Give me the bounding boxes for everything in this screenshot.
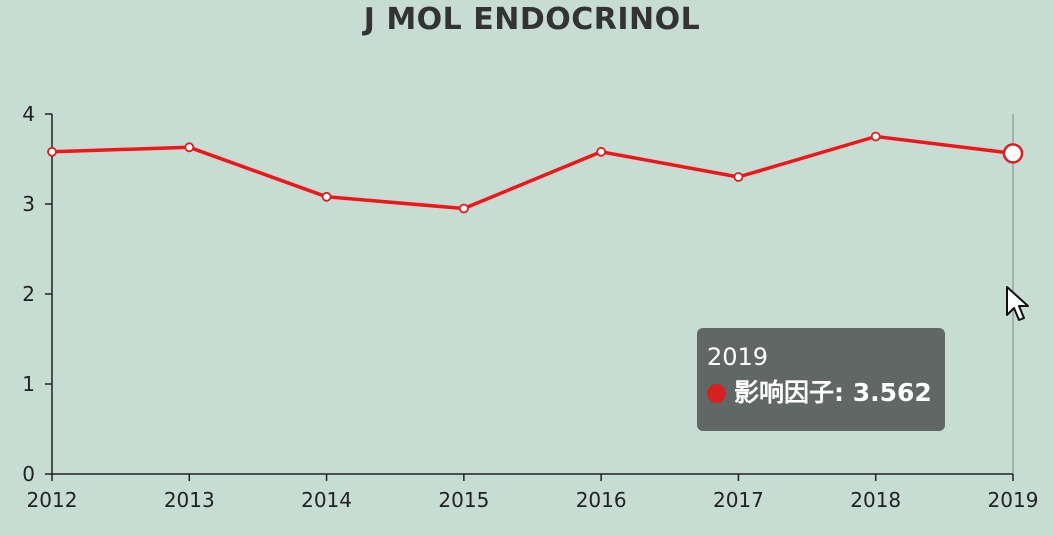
tooltip-value: 3.562 <box>852 378 932 407</box>
x-tick-label: 2015 <box>438 488 489 512</box>
x-tick-label: 2013 <box>164 488 215 512</box>
data-point <box>596 146 607 157</box>
series-layer <box>47 131 1024 214</box>
data-point <box>458 203 469 214</box>
tooltip-series-marker <box>707 383 726 403</box>
data-point <box>733 172 744 182</box>
x-tick-label: 2019 <box>988 488 1039 512</box>
tooltip-colon: : <box>834 378 853 407</box>
y-tick-label: 2 <box>22 282 35 306</box>
x-tick-label: 2017 <box>713 488 764 512</box>
chart-axes <box>45 113 1014 481</box>
tooltip-title: 2019 <box>707 343 769 371</box>
x-tick-label: 2018 <box>850 488 901 512</box>
mouse-pointer-icon <box>1006 286 1029 321</box>
tick-labels: 0 1 2 3 4 2012 2013 2014 2015 2016 2017 2018 2019 <box>22 102 1038 512</box>
y-tick-label: 3 <box>22 192 35 216</box>
series-line <box>51 134 1014 211</box>
x-tick-label: 2014 <box>301 488 352 512</box>
data-point <box>184 142 195 153</box>
tooltip-series-label: 影响因子 <box>734 378 835 407</box>
x-tick-label: 2012 <box>27 488 78 512</box>
data-point <box>47 146 57 157</box>
x-tick-label: 2016 <box>576 488 627 512</box>
tooltip-row: 影响因子 : 3.562 <box>707 374 935 412</box>
data-point <box>321 191 332 202</box>
chart-title: J MOL ENDOCRINOL <box>363 2 701 37</box>
data-tooltip: 2019 影响因子 : 3.562 <box>697 328 945 431</box>
series-line-glow <box>51 133 1014 212</box>
y-tick-label: 0 <box>22 462 35 486</box>
data-point-highlighted <box>1002 143 1024 164</box>
y-tick-label: 1 <box>22 372 35 396</box>
data-point <box>870 131 881 142</box>
y-tick-label: 4 <box>22 102 35 126</box>
